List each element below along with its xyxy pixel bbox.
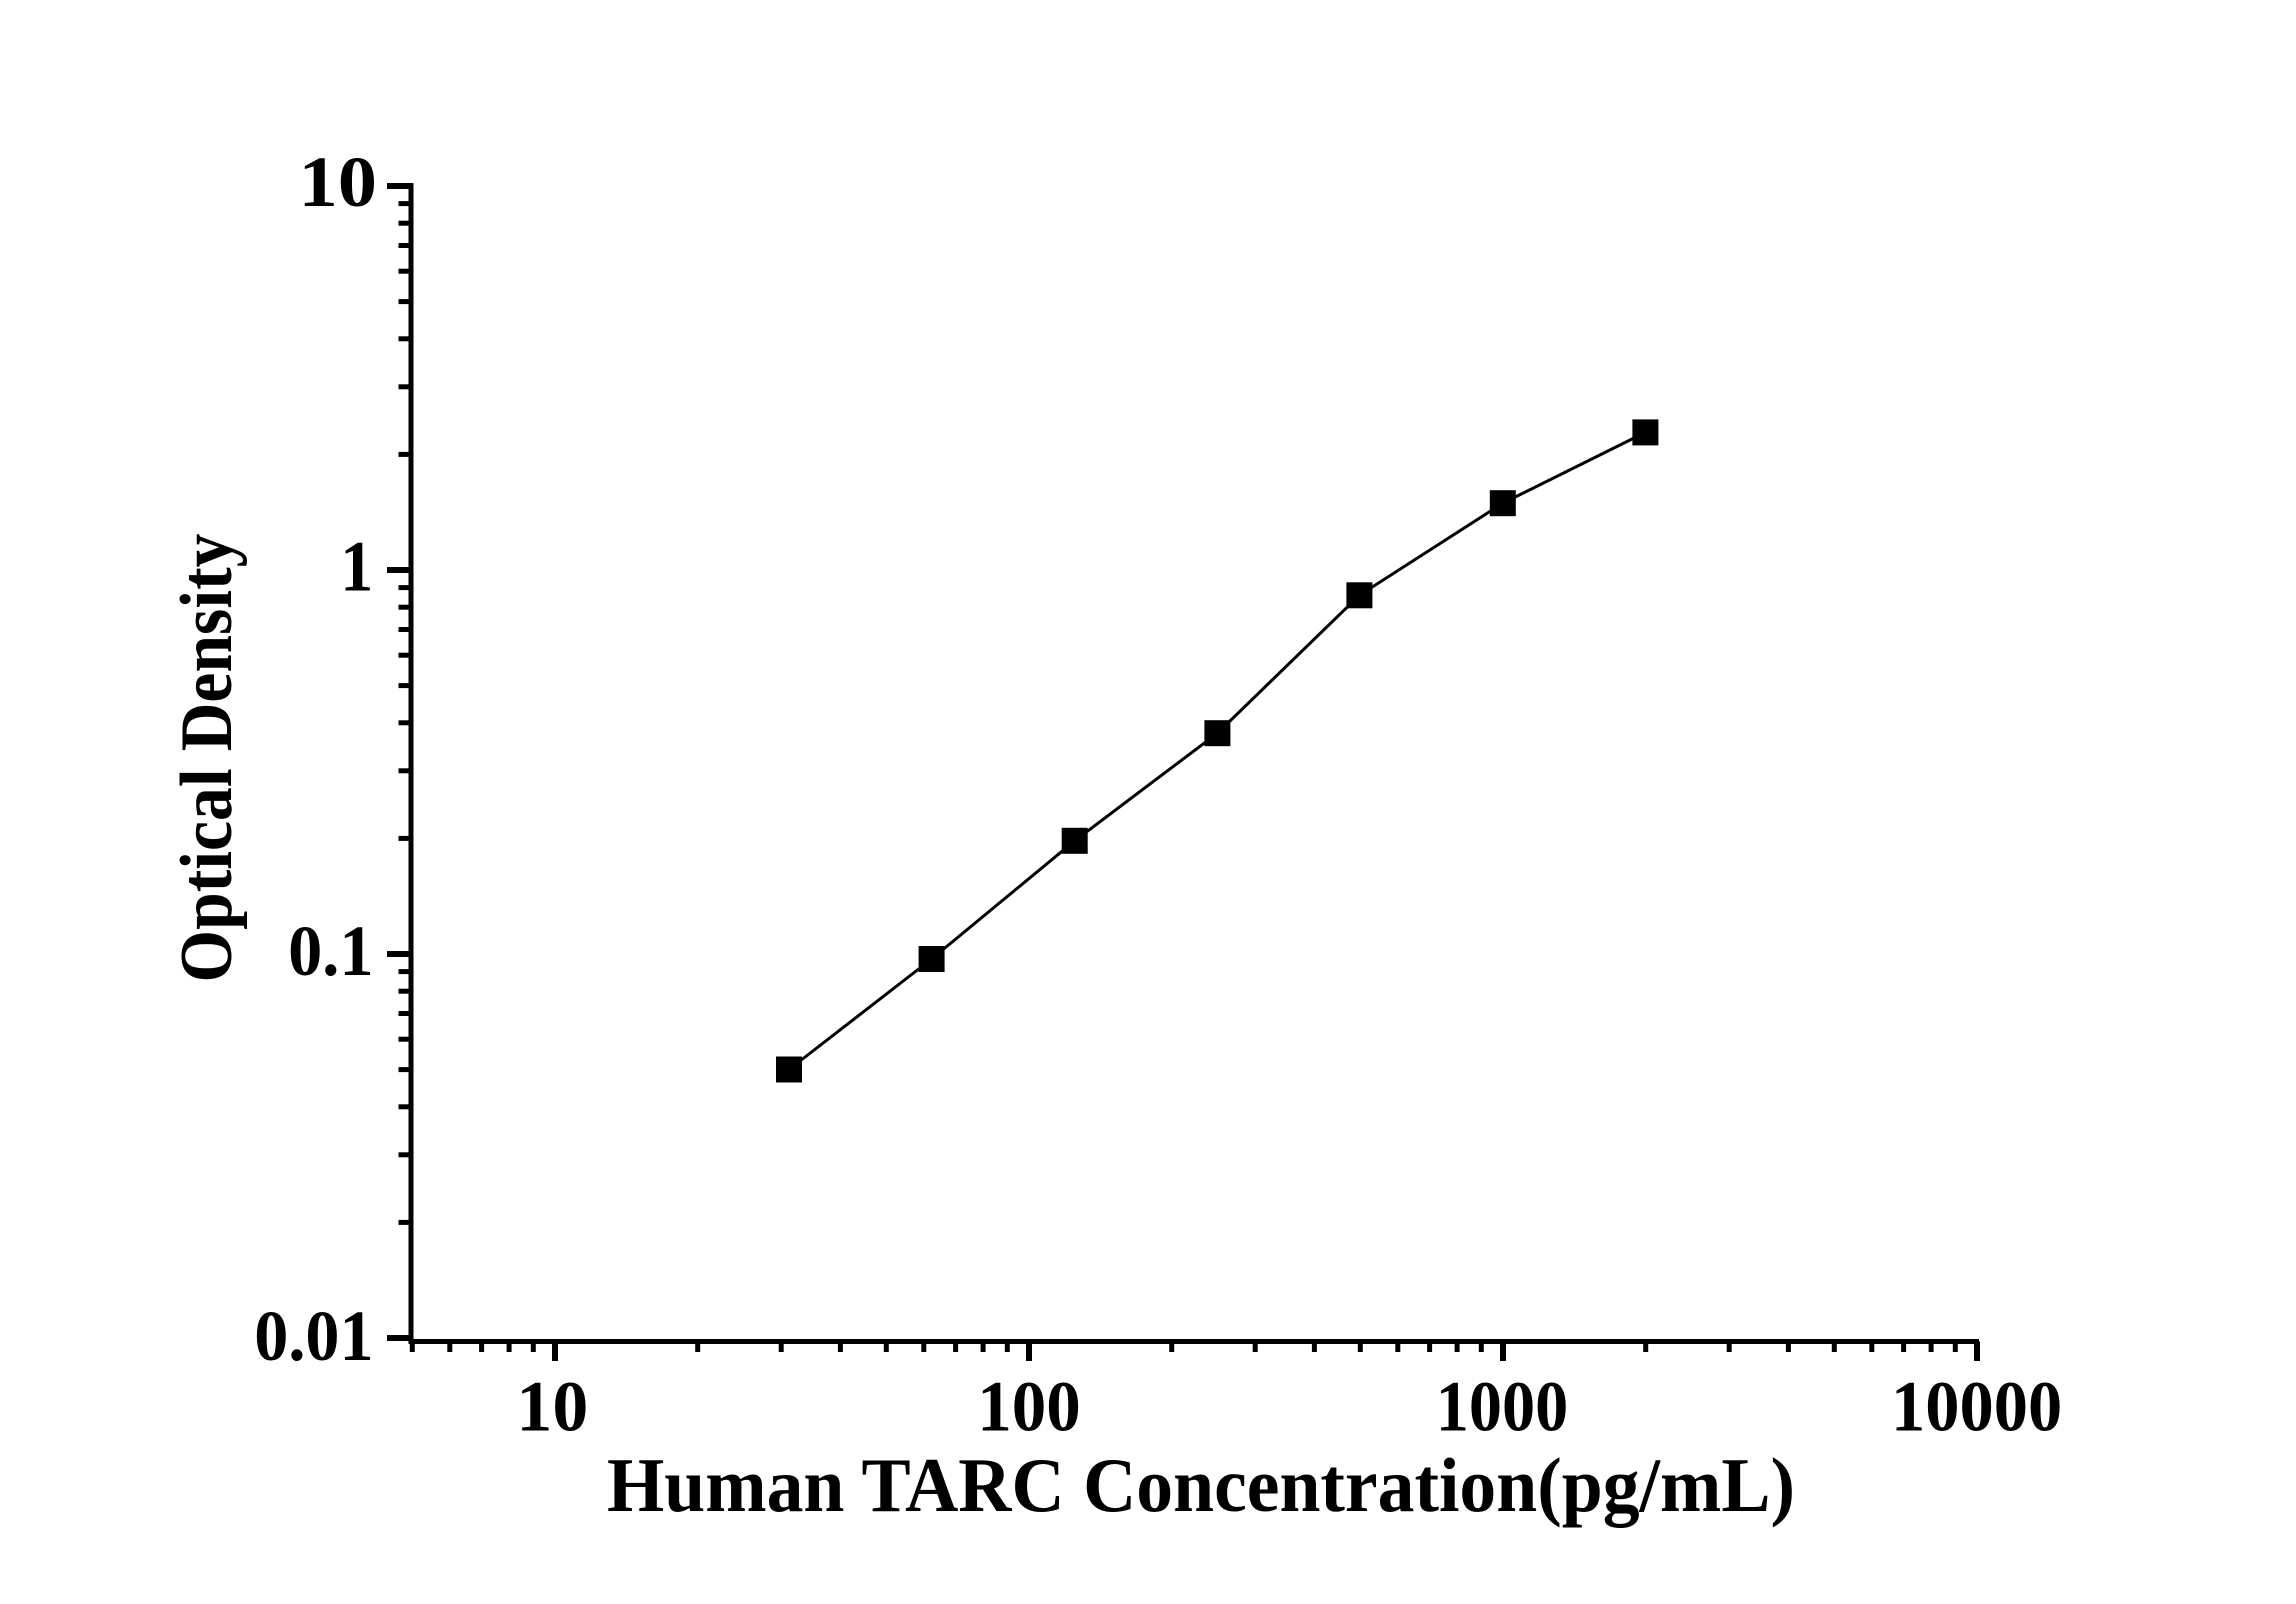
svg-text:1: 1 xyxy=(340,528,373,607)
svg-text:1000: 1000 xyxy=(1436,1368,1569,1447)
svg-text:Optical Density: Optical Density xyxy=(166,534,248,983)
svg-text:0.1: 0.1 xyxy=(288,912,374,991)
svg-text:Human TARC Concentration(pg/mL: Human TARC Concentration(pg/mL) xyxy=(607,1443,1795,1528)
svg-text:100: 100 xyxy=(977,1368,1081,1447)
svg-text:10: 10 xyxy=(299,143,378,222)
svg-text:10000: 10000 xyxy=(1891,1368,2062,1447)
svg-text:10: 10 xyxy=(516,1368,588,1447)
svg-text:0.01: 0.01 xyxy=(254,1297,373,1376)
